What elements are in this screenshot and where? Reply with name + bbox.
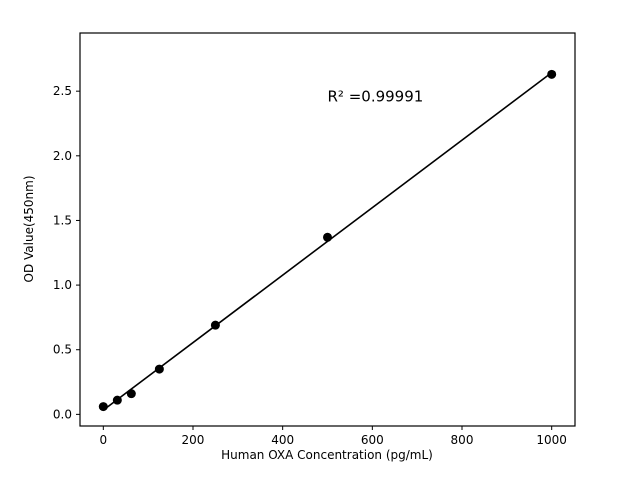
data-point xyxy=(210,320,220,330)
x-tick-label: 400 xyxy=(271,433,294,447)
x-tick-label: 600 xyxy=(361,433,384,447)
x-tick-label: 1000 xyxy=(536,433,567,447)
plot-frame xyxy=(79,32,576,427)
plot-background xyxy=(80,33,575,426)
data-point xyxy=(323,232,332,242)
data-point xyxy=(98,402,108,412)
y-tick-label: 1.0 xyxy=(53,278,72,292)
y-tick-label: 0.0 xyxy=(53,407,72,421)
x-tick-label: 800 xyxy=(451,433,474,447)
y-axis-label: OD Value(450nm) xyxy=(22,175,36,282)
data-point xyxy=(154,364,164,374)
y-tick-label: 2.0 xyxy=(53,149,72,163)
r-squared-annotation: R² =0.99991 xyxy=(328,88,424,106)
x-tick-label: 200 xyxy=(182,433,205,447)
x-tick-label: 0 xyxy=(99,433,107,447)
y-tick-label: 2.5 xyxy=(53,84,72,98)
y-tick-label: 1.5 xyxy=(53,213,72,227)
y-tick-label: 0.5 xyxy=(53,343,72,357)
data-point xyxy=(112,395,122,405)
x-axis-label: Human OXA Concentration (pg/mL) xyxy=(221,448,433,462)
data-point xyxy=(547,69,557,79)
data-point xyxy=(126,389,136,399)
